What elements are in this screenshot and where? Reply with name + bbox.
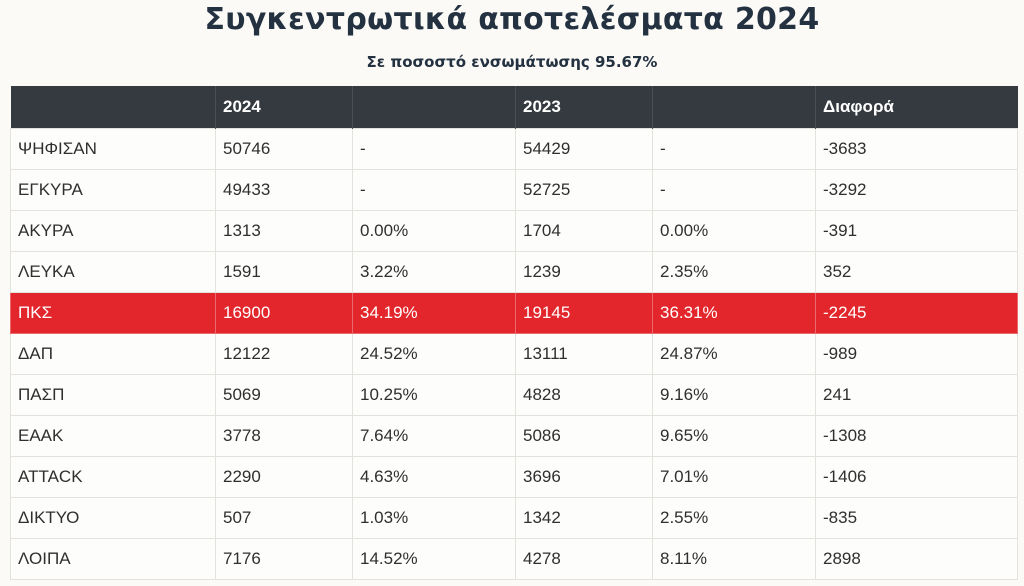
cell-difference: 2898 (815, 537, 1018, 580)
cell-percent-2024: 34.19% (352, 291, 516, 334)
cell-percent-2023: - (652, 168, 816, 211)
cell-percent-2024: 1.03% (352, 496, 516, 539)
cell-votes-2024: 49433 (215, 168, 353, 211)
cell-difference: -2245 (815, 291, 1018, 334)
cell-row-label: ΛΕΥΚΑ (10, 250, 216, 293)
cell-percent-2023: 9.65% (652, 414, 816, 457)
cell-percent-2023: 8.11% (652, 537, 816, 580)
table-row: ΨΗΦΙΣΑΝ 50746-54429- -3683 (10, 127, 1018, 170)
cell-row-label: ΑΚΥΡΑ (10, 209, 216, 252)
cell-percent-2024: - (352, 168, 516, 211)
results-table: 2024 2023 Διαφορά ΨΗΦΙΣΑΝ 50746-54429- -36… (10, 86, 1018, 580)
cell-percent-2024: 24.52% (352, 332, 516, 375)
cell-votes-2024: 7176 (215, 537, 353, 580)
cell-row-label: ΔΑΠ (10, 332, 216, 375)
header-cell-2024-pct (352, 86, 516, 128)
cell-votes-2023: 54429 (515, 127, 653, 170)
table-row: ΠΚΣ 16900 34.19% 19145 36.31% -2245 (10, 291, 1018, 334)
table-row: ΕΑΑΚ 3778 7.64% 5086 9.65% -1308 (10, 414, 1018, 457)
cell-votes-2023: 5086 (515, 414, 653, 457)
cell-votes-2024: 50746 (215, 127, 353, 170)
header-cell-2023-pct (652, 86, 816, 128)
table-body: ΨΗΦΙΣΑΝ 50746-54429- -3683 ΕΓΚΥΡΑ 49433-5272… (10, 127, 1018, 580)
cell-votes-2024: 12122 (215, 332, 353, 375)
cell-votes-2023: 4278 (515, 537, 653, 580)
header-cell-2024: 2024 (215, 86, 353, 128)
page-subtitle: Σε ποσοστό ενσωμάτωσης 95.67% (366, 53, 658, 71)
cell-row-label: ΛΟΙΠΑ (10, 537, 216, 580)
cell-votes-2023: 1342 (515, 496, 653, 539)
cell-row-label: ΠΑΣΠ (10, 373, 216, 416)
header-cell-2023: 2023 (515, 86, 653, 128)
cell-votes-2023: 1704 (515, 209, 653, 252)
cell-percent-2023: 2.35% (652, 250, 816, 293)
cell-votes-2023: 1239 (515, 250, 653, 293)
cell-difference: -1406 (815, 455, 1018, 498)
page-title: Συγκεντρωτικά αποτελέσματα 2024 (204, 2, 820, 37)
header-row: 2024 2023 Διαφορά (10, 86, 1018, 128)
cell-percent-2024: 14.52% (352, 537, 516, 580)
table-header: 2024 2023 Διαφορά (10, 86, 1018, 128)
header-cell-difference: Διαφορά (823, 96, 894, 116)
cell-percent-2024: 3.22% (352, 250, 516, 293)
cell-percent-2023: 24.87% (652, 332, 816, 375)
cell-difference: -3292 (815, 168, 1018, 211)
cell-row-label: ΠΚΣ (10, 291, 216, 334)
cell-percent-2024: 10.25% (352, 373, 516, 416)
cell-row-label: ΨΗΦΙΣΑΝ (10, 127, 216, 170)
cell-percent-2023: - (652, 127, 816, 170)
cell-votes-2024: 5069 (215, 373, 353, 416)
cell-difference: -1308 (815, 414, 1018, 457)
cell-difference: 352 (815, 250, 1018, 293)
cell-votes-2023: 52725 (515, 168, 653, 211)
cell-difference: 241 (815, 373, 1018, 416)
cell-votes-2024: 1313 (215, 209, 353, 252)
cell-row-label: ΕΑΑΚ (10, 414, 216, 457)
table-row: ΛΕΥΚΑ 1591 3.22% 1239 2.35% 352 (10, 250, 1018, 293)
cell-difference: -989 (815, 332, 1018, 375)
header-cell-label (10, 86, 216, 128)
table-row: ΠΑΣΠ 5069 10.25% 4828 9.16% 241 (10, 373, 1018, 416)
cell-percent-2024: 7.64% (352, 414, 516, 457)
table-row: ΑΚΥΡΑ 1313 0.00% 1704 0.00% -391 (10, 209, 1018, 252)
cell-row-label: ΕΓΚΥΡΑ (10, 168, 216, 211)
cell-percent-2024: 4.63% (352, 455, 516, 498)
cell-row-label: ATTACK (10, 455, 216, 498)
cell-difference: -391 (815, 209, 1018, 252)
cell-percent-2023: 9.16% (652, 373, 816, 416)
cell-difference: -3683 (815, 127, 1018, 170)
cell-percent-2023: 36.31% (652, 291, 816, 334)
cell-row-label: ΔΙΚΤΥΟ (10, 496, 216, 539)
cell-votes-2024: 507 (215, 496, 353, 539)
cell-votes-2023: 13111 (515, 332, 653, 375)
table-row: ΔΙΚΤΥΟ 507 1.03% 1342 2.55% -835 (10, 496, 1018, 539)
cell-votes-2024: 3778 (215, 414, 353, 457)
table-row: ATTACK 2290 4.63% 3696 7.01% -1406 (10, 455, 1018, 498)
cell-percent-2023: 0.00% (652, 209, 816, 252)
cell-difference: -835 (815, 496, 1018, 539)
cell-votes-2023: 3696 (515, 455, 653, 498)
cell-votes-2023: 19145 (515, 291, 653, 334)
cell-votes-2024: 2290 (215, 455, 353, 498)
table-row: ΔΑΠ 12122 24.52% 13111 24.87% -989 (10, 332, 1018, 375)
cell-votes-2024: 1591 (215, 250, 353, 293)
cell-percent-2024: 0.00% (352, 209, 516, 252)
cell-votes-2023: 4828 (515, 373, 653, 416)
table-row: ΕΓΚΥΡΑ 49433-52725- -3292 (10, 168, 1018, 211)
cell-percent-2024: - (352, 127, 516, 170)
cell-percent-2023: 2.55% (652, 496, 816, 539)
cell-votes-2024: 16900 (215, 291, 353, 334)
table-row: ΛΟΙΠΑ 7176 14.52% 4278 8.11% 2898 (10, 537, 1018, 580)
cell-percent-2023: 7.01% (652, 455, 816, 498)
